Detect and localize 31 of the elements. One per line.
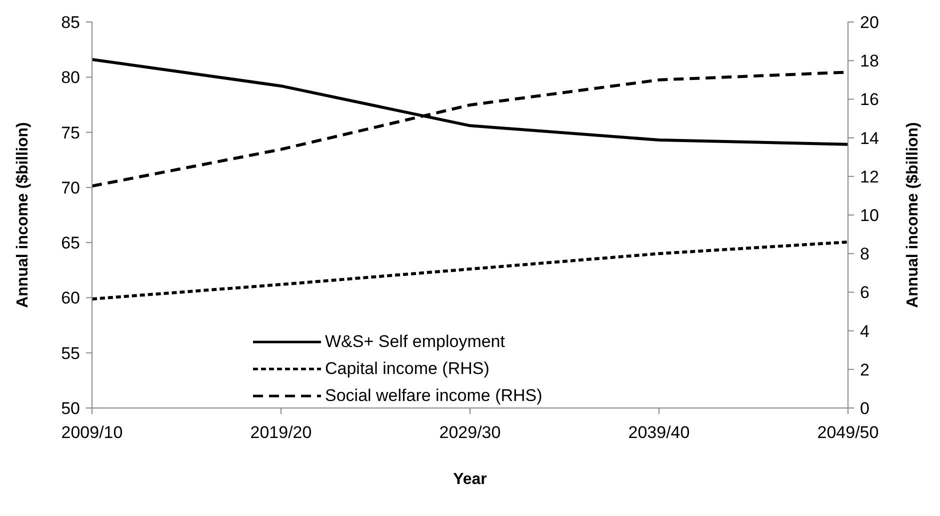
x-tick-label: 2009/10 (61, 423, 123, 442)
y2-tick-label: 6 (860, 283, 870, 302)
y-tick-label: 85 (61, 13, 80, 32)
y-tick-label: 80 (61, 68, 80, 88)
legend-label: W&S+ Self employment (325, 332, 505, 352)
x-tick-label: 2039/40 (628, 423, 690, 442)
y2-tick-label: 14 (860, 128, 879, 148)
y-tick-label: 65 (61, 234, 80, 253)
x-tick-label: 2019/20 (250, 423, 312, 442)
y2-tick-label: 4 (860, 322, 870, 341)
y2-tick-label: 10 (860, 206, 879, 226)
legend-label: Social welfare income (RHS) (325, 386, 542, 406)
y2-tick-label: 8 (860, 244, 870, 264)
x-tick-label: 2049/50 (817, 423, 879, 442)
y-tick-label: 70 (61, 178, 80, 198)
y2-axis-title: Annual income ($billion) (904, 122, 922, 308)
x-tick-label: 2029/30 (439, 423, 501, 442)
line-series (92, 240, 848, 300)
y2-tick-label: 18 (860, 52, 879, 71)
y2-tick-label: 16 (860, 90, 879, 110)
y-tick-label: 75 (61, 123, 80, 142)
y2-tick-label: 12 (860, 167, 879, 186)
y2-tick-label: 0 (860, 399, 870, 418)
legend-label: Capital income (RHS) (325, 358, 490, 378)
y-axis-title: Annual income ($billion) (14, 122, 32, 308)
x-axis-title: Year (453, 471, 487, 488)
y-tick-label: 60 (61, 288, 80, 308)
y-tick-label: 55 (61, 344, 80, 363)
y2-tick-label: 20 (860, 13, 879, 32)
y-tick-label: 50 (61, 399, 80, 418)
y2-tick-label: 2 (860, 360, 870, 380)
